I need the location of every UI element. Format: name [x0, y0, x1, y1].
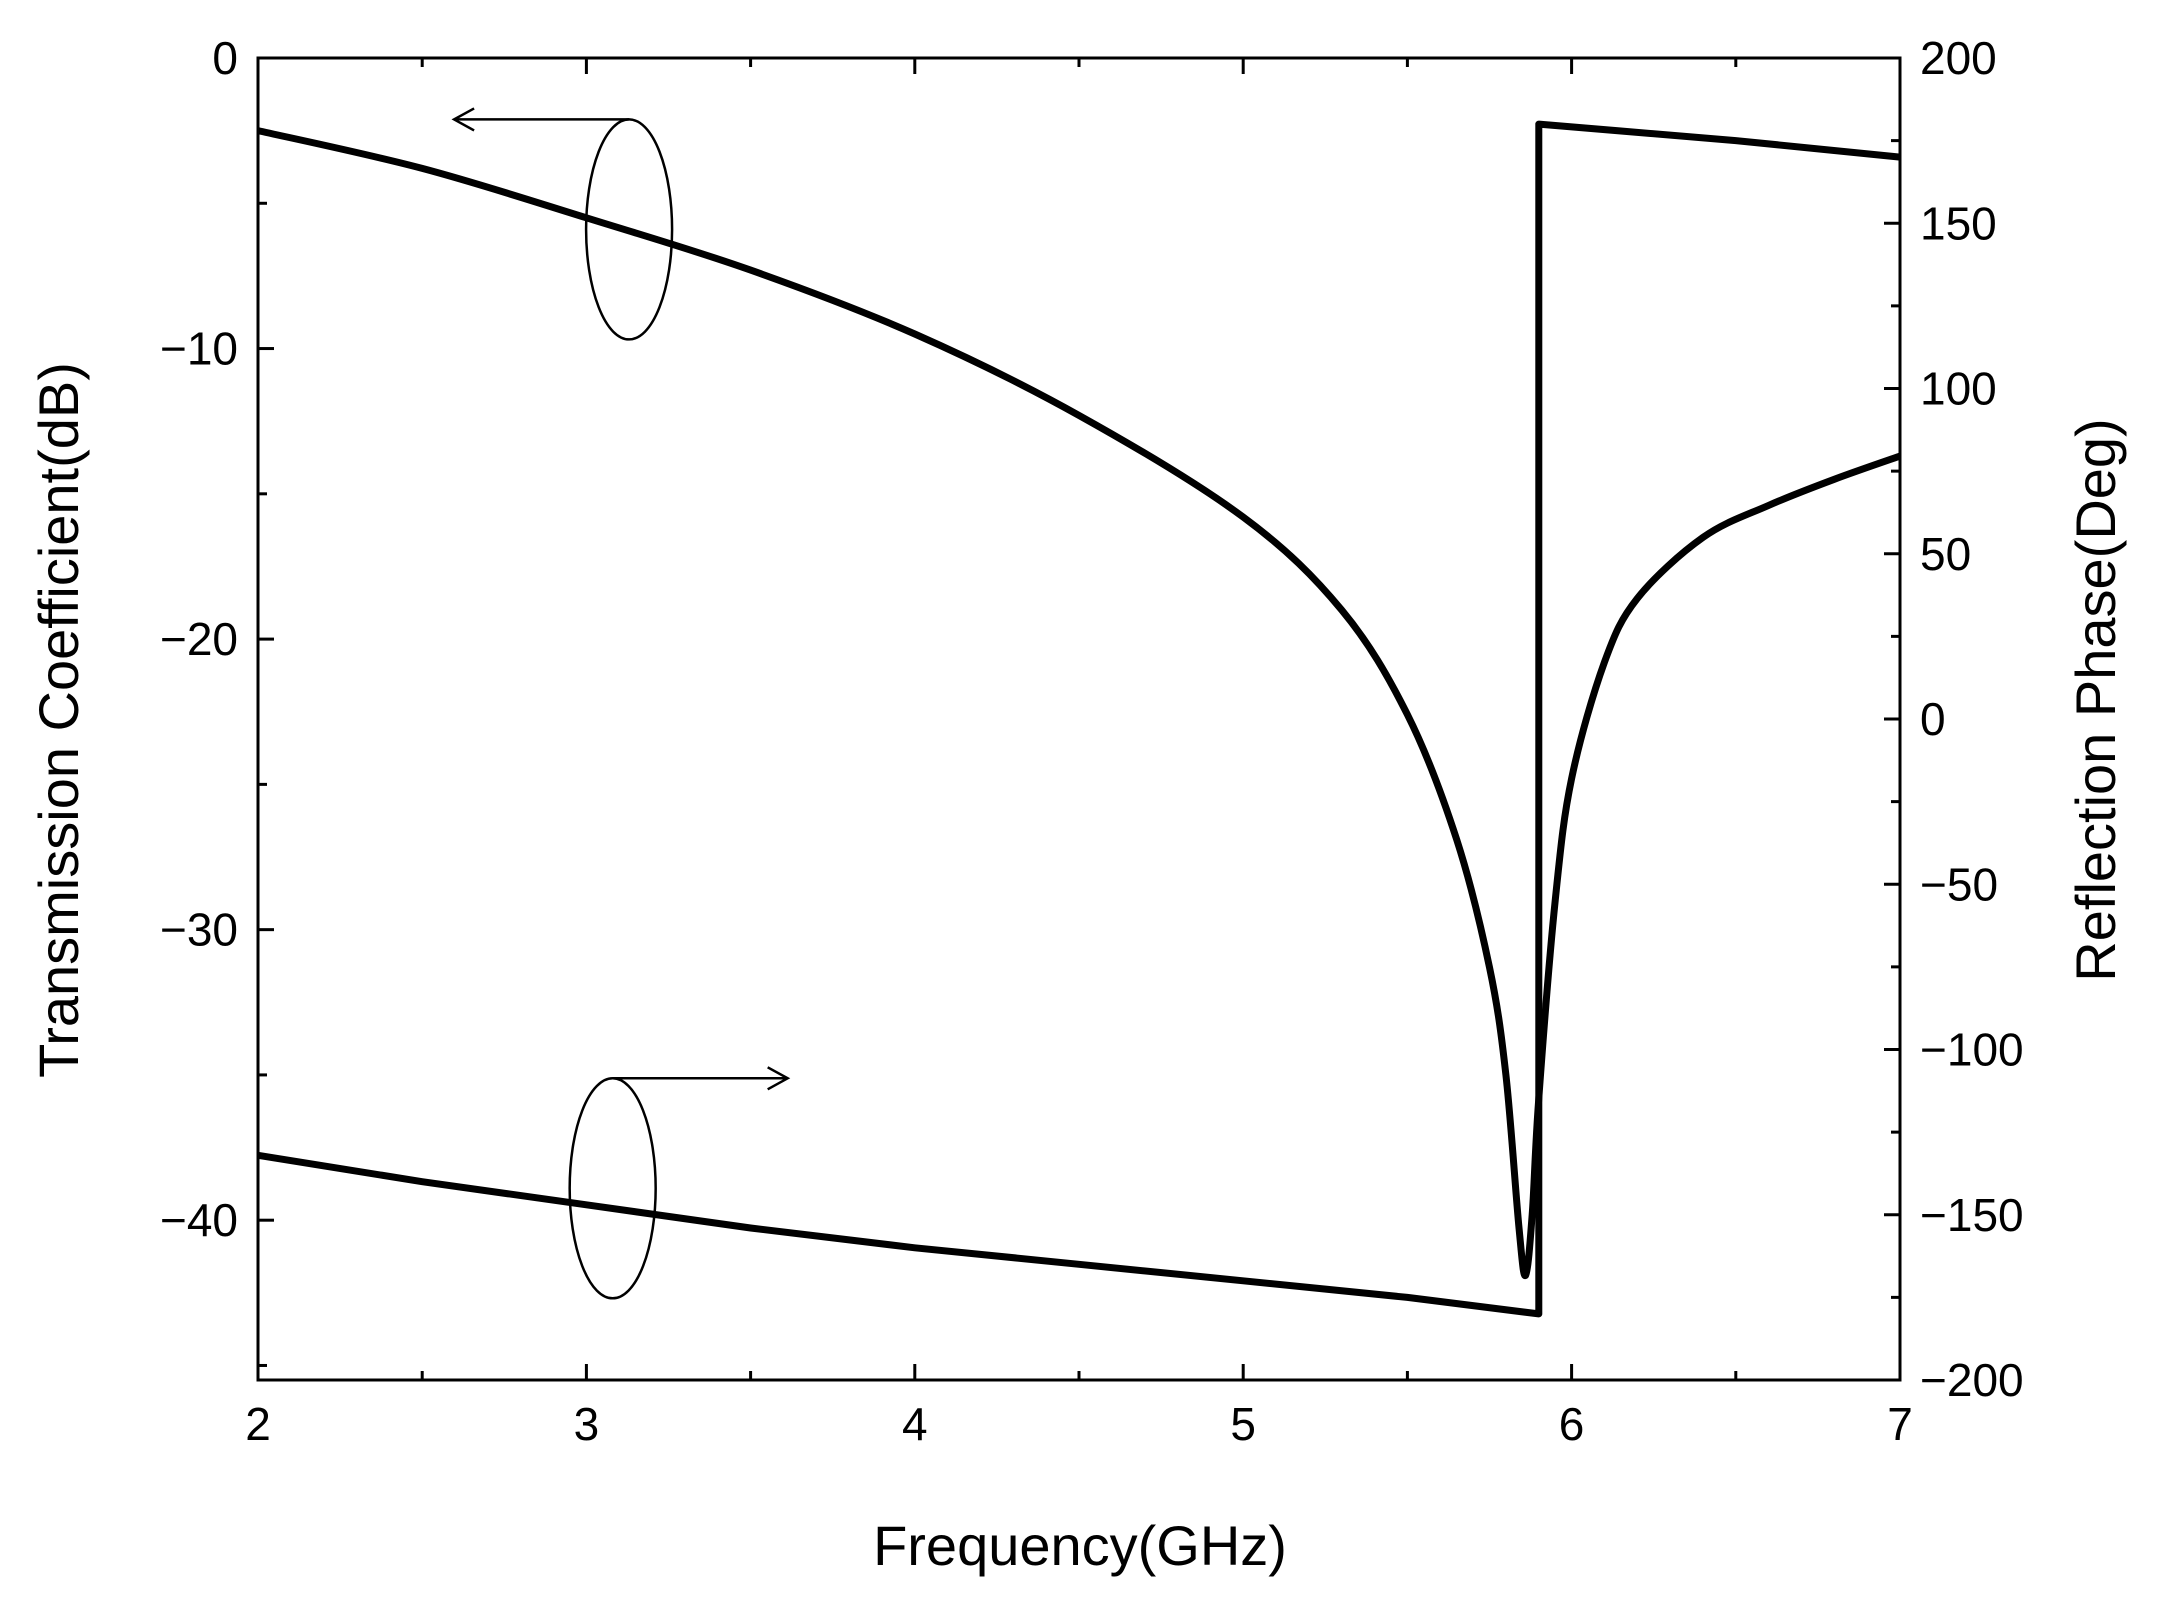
- x-tick-label: 2: [245, 1398, 271, 1450]
- x-tick-label: 7: [1887, 1398, 1913, 1450]
- y-right-tick-label: −150: [1920, 1189, 2024, 1241]
- x-axis-title: Frequency(GHz): [873, 1514, 1287, 1577]
- annotation-layer: [451, 107, 791, 1300]
- y-right-tick-label: 200: [1920, 32, 1997, 84]
- y-left-tick-label: −10: [160, 323, 238, 375]
- x-tick-label: 5: [1230, 1398, 1256, 1450]
- y-right-tick-label: 50: [1920, 528, 1971, 580]
- plot-area: [256, 56, 1902, 1382]
- y-left-tick-label: 0: [212, 32, 238, 84]
- y-axis-right-title: Reflection Phase(Deg): [2064, 418, 2127, 981]
- y-left-tick-label: −20: [160, 613, 238, 665]
- left-axis-annotation-arrow-head: [451, 107, 475, 132]
- y-right-tick-label: 0: [1920, 693, 1946, 745]
- plot-frame: [256, 56, 1902, 1382]
- x-tick-label: 6: [1559, 1398, 1585, 1450]
- y-left-tick-label: −40: [160, 1194, 238, 1246]
- y-right-tick-label: −200: [1920, 1354, 2024, 1406]
- x-tick-label: 4: [902, 1398, 928, 1450]
- series-reflection-phase-line: [257, 120, 1901, 1318]
- right-axis-annotation-ellipse: [568, 1077, 657, 1300]
- right-axis-annotation-arrow-head: [767, 1066, 791, 1091]
- y-right-tick-label: −100: [1920, 1024, 2024, 1076]
- ticks-layer: 2 3 4 5 6 7 0 −10 −20 −30 −40 200 150 100 50 0 −50 −100 −1…: [160, 32, 2024, 1450]
- x-tick-label: 3: [574, 1398, 600, 1450]
- series-layer: [257, 120, 1902, 1318]
- y-right-tick-label: 100: [1920, 363, 1997, 415]
- y-right-tick-label: 150: [1920, 197, 1997, 249]
- y-right-tick-label: −50: [1920, 858, 1998, 910]
- y-left-tick-label: −30: [160, 904, 238, 956]
- y-axis-left-title: Transmission Coefficient(dB): [27, 362, 90, 1078]
- series-transmission-line: [257, 127, 1902, 1279]
